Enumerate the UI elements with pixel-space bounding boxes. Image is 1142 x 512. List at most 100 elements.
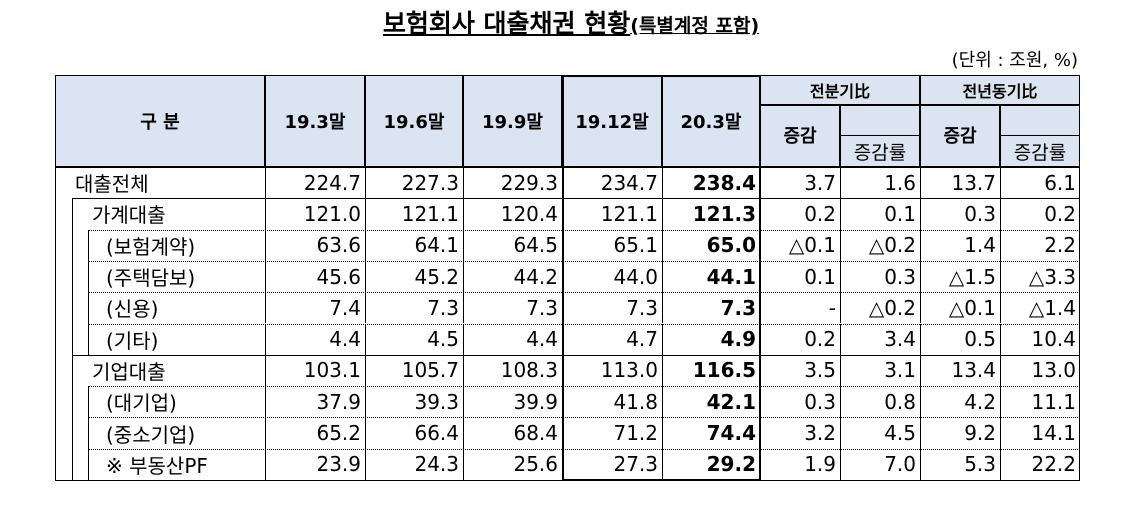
cell-value: 42.1 bbox=[662, 386, 760, 418]
row-label: 가계대출 bbox=[92, 203, 166, 228]
cell-value: 7.0 bbox=[840, 448, 920, 480]
cell-value: 4.7 bbox=[562, 323, 662, 355]
header-cell: 19.12말 bbox=[562, 75, 662, 167]
cell-value: 113.0 bbox=[562, 354, 662, 387]
cell-value: 0.2 bbox=[760, 198, 840, 230]
cell-value: 65.1 bbox=[562, 229, 662, 261]
cell-value: 7.4 bbox=[265, 292, 365, 324]
cell-value: 5.3 bbox=[920, 448, 1000, 480]
cell-value: 229.3 bbox=[463, 167, 562, 199]
cell-value: 1.4 bbox=[920, 229, 1000, 261]
cell-value: 0.5 bbox=[920, 323, 1000, 355]
row-line bbox=[88, 260, 1080, 262]
row-line bbox=[88, 229, 1080, 231]
cell-value: 227.3 bbox=[365, 167, 463, 199]
cell-value: △0.1 bbox=[920, 292, 1000, 324]
cell-value: 0.2 bbox=[760, 323, 840, 355]
cell-value: 0.1 bbox=[840, 198, 920, 230]
cell-value: 44.2 bbox=[463, 260, 562, 293]
cell-value: 13.7 bbox=[920, 167, 1000, 199]
header-cell: 20.3말 bbox=[662, 75, 760, 167]
cell-value: 24.3 bbox=[365, 448, 463, 480]
row-label: (보험계약) bbox=[106, 234, 196, 259]
cell-value: △0.2 bbox=[840, 229, 920, 261]
row-label: ※ 부동산PF bbox=[106, 453, 208, 478]
indent-line bbox=[88, 386, 89, 480]
cell-value: 4.5 bbox=[840, 417, 920, 449]
indent-line bbox=[88, 229, 89, 355]
cell-value: 25.6 bbox=[463, 448, 562, 480]
cell-value: 2.2 bbox=[1000, 229, 1080, 261]
cell-value: 14.1 bbox=[1000, 417, 1080, 449]
cell-value: 66.4 bbox=[365, 417, 463, 449]
cell-value: 121.0 bbox=[265, 198, 365, 230]
cell-value: 11.1 bbox=[1000, 386, 1080, 418]
cell-value: 121.1 bbox=[562, 198, 662, 230]
cell-value: 65.0 bbox=[662, 229, 760, 261]
cell-value: 238.4 bbox=[662, 167, 760, 199]
header-group: 전분기比 bbox=[760, 75, 920, 105]
cell-value: 64.1 bbox=[365, 229, 463, 261]
cell-value: 224.7 bbox=[265, 167, 365, 199]
cell-value: 23.9 bbox=[265, 448, 365, 480]
cell-value: 1.6 bbox=[840, 167, 920, 199]
header-cell: 증감률 bbox=[1000, 135, 1080, 167]
header-cell: 19.3말 bbox=[265, 75, 365, 167]
cell-value: 65.2 bbox=[265, 417, 365, 449]
cell-value: 13.0 bbox=[1000, 354, 1080, 387]
row-label: (주택담보) bbox=[106, 266, 196, 291]
cell-value: 13.4 bbox=[920, 354, 1000, 387]
cell-value: 7.3 bbox=[365, 292, 463, 324]
row-label: (신용) bbox=[106, 297, 159, 322]
row-label: (기타) bbox=[106, 328, 159, 353]
indent-line bbox=[72, 198, 73, 480]
cell-value: 7.3 bbox=[463, 292, 562, 324]
header-cell: 증감 bbox=[760, 105, 840, 167]
cell-value: 0.3 bbox=[920, 198, 1000, 230]
cell-value: 7.3 bbox=[662, 292, 760, 324]
cell-value: △1.4 bbox=[1000, 292, 1080, 324]
unit: (단위 : 조원, %) bbox=[951, 50, 1078, 71]
header-cell: 구 분 bbox=[55, 75, 265, 167]
cell-value: 0.8 bbox=[840, 386, 920, 418]
cell-value: 68.4 bbox=[463, 417, 562, 449]
cell-value: 37.9 bbox=[265, 386, 365, 418]
cell-value: △0.2 bbox=[840, 292, 920, 324]
cell-value: 39.9 bbox=[463, 386, 562, 418]
cell-value: 45.2 bbox=[365, 260, 463, 293]
cell-value: 39.3 bbox=[365, 386, 463, 418]
cell-value: 64.5 bbox=[463, 229, 562, 261]
title-wrap: 보험회사 대출채권 현황(특별계정 포함) bbox=[0, 4, 1142, 40]
cell-value: 4.4 bbox=[265, 323, 365, 355]
cell-value: 10.4 bbox=[1000, 323, 1080, 355]
row-label: 기업대출 bbox=[92, 359, 166, 384]
row-line bbox=[88, 323, 1080, 325]
cell-value: 121.3 bbox=[662, 198, 760, 230]
header-group: 전년동기比 bbox=[920, 75, 1080, 105]
row-label: 대출전체 bbox=[75, 172, 149, 197]
subtitle: (특별계정 포함) bbox=[630, 15, 760, 37]
row-line bbox=[88, 417, 1080, 419]
header-cell: 증감률 bbox=[840, 135, 920, 167]
cell-value: 6.1 bbox=[1000, 167, 1080, 199]
row-line bbox=[88, 292, 1080, 294]
cell-value: 4.5 bbox=[365, 323, 463, 355]
row-label: (중소기업) bbox=[106, 422, 196, 447]
cell-value: 0.2 bbox=[1000, 198, 1080, 230]
cell-value: 3.1 bbox=[840, 354, 920, 387]
header-cell: 19.9말 bbox=[463, 75, 562, 167]
header-cell: 19.6말 bbox=[365, 75, 463, 167]
cell-value: 121.1 bbox=[365, 198, 463, 230]
cell-value: 116.5 bbox=[662, 354, 760, 387]
cell-value: △3.3 bbox=[1000, 260, 1080, 293]
cell-value: 108.3 bbox=[463, 354, 562, 387]
cell-value: 45.6 bbox=[265, 260, 365, 293]
cell-value: 0.3 bbox=[840, 260, 920, 293]
cell-value: 22.2 bbox=[1000, 448, 1080, 480]
cell-value: 74.4 bbox=[662, 417, 760, 449]
cell-value: 105.7 bbox=[365, 354, 463, 387]
cell-value: 29.2 bbox=[662, 448, 760, 480]
title: 보험회사 대출채권 현황 bbox=[382, 9, 631, 38]
